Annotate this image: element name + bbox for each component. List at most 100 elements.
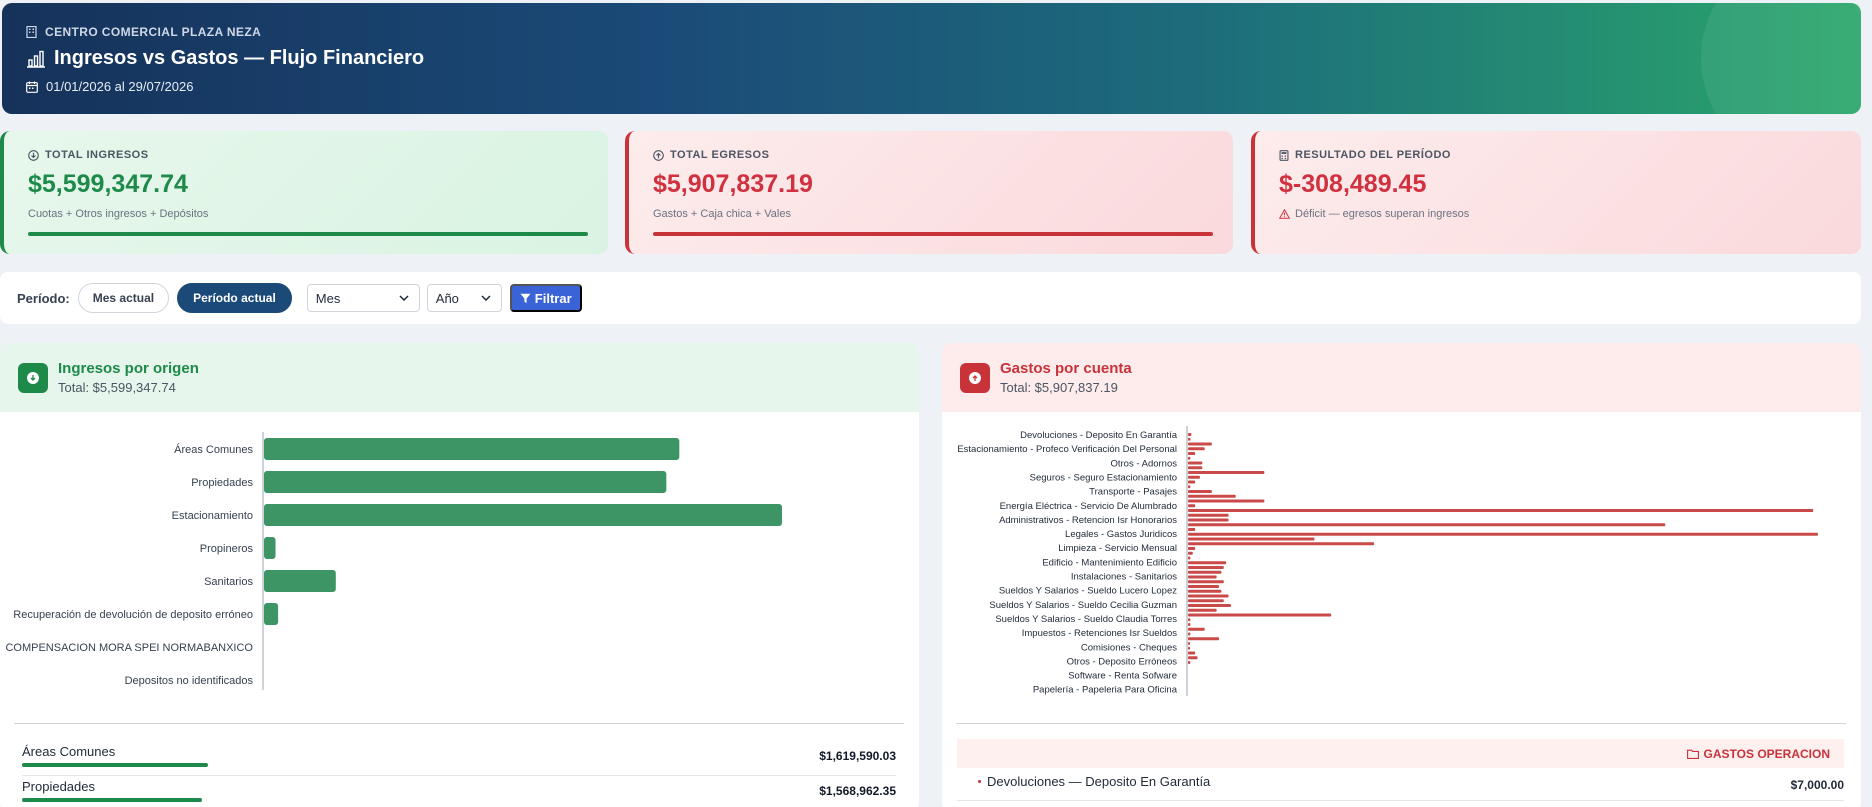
bar — [1188, 561, 1227, 565]
building-icon — [26, 26, 37, 38]
calendar-icon — [26, 81, 38, 93]
y-tick-label: Sueldos Y Salarios - Sueldo Claudia Torr… — [995, 614, 1177, 625]
ingresos-panel-header: Ingresos por origen Total: $5,599,347.74 — [0, 343, 919, 412]
gastos-badge — [960, 362, 990, 393]
bar — [264, 438, 680, 460]
ingresos-title: Ingresos por origen — [58, 360, 199, 377]
y-tick-label: Propiedades — [191, 477, 253, 489]
page-header: CENTRO COMERCIAL PLAZA NEZA Ingresos vs … — [2, 3, 1861, 114]
bar — [1188, 433, 1192, 436]
y-tick-label: Propineros — [200, 543, 254, 555]
mes-actual-button[interactable]: Mes actual — [77, 283, 170, 313]
calculator-icon — [1279, 149, 1289, 161]
bar — [1188, 656, 1198, 660]
expense-name: Devoluciones — Deposito En Garantía — [987, 774, 1211, 789]
arrow-down-circle-icon — [28, 149, 39, 161]
y-tick-label: Transporte - Pasajes — [1089, 487, 1177, 498]
card-subtitle-text: Déficit — egresos superan ingresos — [1295, 208, 1470, 220]
y-tick-label: Estacionamiento — [172, 510, 253, 522]
bar — [1188, 566, 1224, 569]
y-tick-label: COMPENSACION MORA SPEI NORMABANXICO — [5, 642, 253, 654]
bar — [1188, 589, 1222, 593]
bar — [1188, 623, 1191, 626]
bar — [1188, 580, 1224, 584]
chevron-down-icon — [399, 295, 409, 301]
bar — [1188, 575, 1217, 579]
bar — [1188, 537, 1315, 541]
bar — [1188, 480, 1196, 484]
y-tick-label: Comisiones - Cheques — [1081, 642, 1177, 653]
ingresos-panel: Ingresos por origen Total: $5,599,347.74… — [0, 343, 919, 807]
bar — [1188, 513, 1229, 517]
legend-progress-bar — [22, 798, 202, 802]
card-label-text: TOTAL INGRESOS — [45, 149, 149, 161]
bar — [264, 537, 276, 559]
card-value: $5,599,347.74 — [28, 170, 188, 198]
card-value: $5,907,837.19 — [653, 170, 813, 198]
y-tick-label: Recuperación de devolución de deposito e… — [13, 609, 253, 621]
bar — [1188, 452, 1196, 455]
gastos-title: Gastos por cuenta — [1000, 360, 1132, 377]
gastos-panel-header: Gastos por cuenta Total: $5,907,837.19 — [942, 343, 1861, 412]
filtrar-label: Filtrar — [534, 290, 572, 306]
month-select[interactable]: Mes — [306, 284, 420, 312]
bar — [1188, 461, 1203, 465]
card-label-text: TOTAL EGRESOS — [670, 149, 770, 161]
ingresos-badge — [18, 362, 48, 393]
legend-name: Propiedades — [22, 779, 95, 794]
organization-name: CENTRO COMERCIAL PLAZA NEZA — [26, 25, 261, 39]
bar — [1188, 532, 1818, 536]
bar — [264, 471, 667, 493]
bar — [1188, 556, 1191, 560]
total-ingresos-card: TOTAL INGRESOS $5,599,347.74 Cuotas + Ot… — [0, 131, 608, 254]
page-title: Ingresos vs Gastos — Flujo Financiero — [26, 47, 424, 70]
chart-divider — [14, 723, 904, 724]
bar — [1188, 599, 1224, 603]
expense-value: $7,000.00 — [1790, 778, 1844, 792]
bar — [1188, 542, 1375, 546]
warning-icon — [1279, 209, 1290, 219]
period-label: Período: — [17, 290, 70, 306]
folder-icon — [1686, 749, 1699, 759]
y-tick-label: Legales - Gastos Juridicos — [1065, 529, 1177, 540]
card-subtitle: Gastos + Caja chica + Vales — [653, 208, 791, 220]
card-subtitle: Déficit — egresos superan ingresos — [1279, 208, 1837, 220]
y-tick-label: Estacionamiento - Profeco Verificación D… — [957, 444, 1177, 455]
bar — [1188, 490, 1212, 493]
bar — [1188, 594, 1229, 598]
gastos-bar-chart: Devoluciones - Deposito En Garantía Estac… — [957, 426, 1818, 696]
y-tick-label: Impuestos - Retenciones Isr Sueldos — [1022, 628, 1177, 639]
legend-row: Propiedades $1,568,962.35 — [22, 776, 896, 807]
period-filter-bar: Período: Mes actual Período actual Mes A… — [0, 272, 1861, 324]
bar — [1188, 661, 1191, 664]
bar — [1188, 637, 1220, 641]
year-select[interactable]: Año — [426, 284, 502, 312]
bar — [1188, 585, 1220, 588]
bar-chart-icon — [27, 50, 45, 68]
y-tick-label: Papelería - Papeleria Para Oficina — [1033, 685, 1178, 696]
arrow-down-circle-icon — [27, 371, 39, 384]
bar — [1188, 475, 1200, 479]
gastos-total: Total: $5,907,837.19 — [1000, 380, 1118, 395]
group-label: GASTOS OPERACION — [1703, 746, 1830, 761]
y-tick-label: Otros - Deposito Erróneos — [1067, 656, 1178, 667]
periodo-actual-button[interactable]: Período actual — [177, 283, 292, 313]
bar — [1188, 437, 1191, 441]
bar — [1188, 456, 1191, 460]
ingresos-total: Total: $5,599,347.74 — [58, 380, 176, 395]
bar — [264, 570, 336, 592]
y-tick-label: Sueldos Y Salarios - Sueldo Cecilia Guzm… — [989, 600, 1177, 611]
chart-divider — [956, 723, 1846, 724]
expense-row: Devoluciones — Deposito En Garantía $7,0… — [957, 768, 1844, 801]
bar — [264, 603, 279, 625]
y-tick-label: Limpieza - Servicio Mensual — [1058, 543, 1177, 554]
chevron-down-icon — [481, 295, 491, 301]
filtrar-button[interactable]: Filtrar — [509, 284, 582, 312]
y-tick-label: Depositos no identificados — [125, 675, 254, 687]
bar — [1188, 642, 1190, 645]
y-tick-label: Seguros - Seguro Estacionamiento — [1030, 472, 1177, 483]
card-accent-bar — [653, 232, 1213, 236]
y-tick-label: Áreas Comunes — [174, 443, 253, 456]
bullet-icon — [978, 780, 981, 783]
bar — [1188, 447, 1205, 451]
